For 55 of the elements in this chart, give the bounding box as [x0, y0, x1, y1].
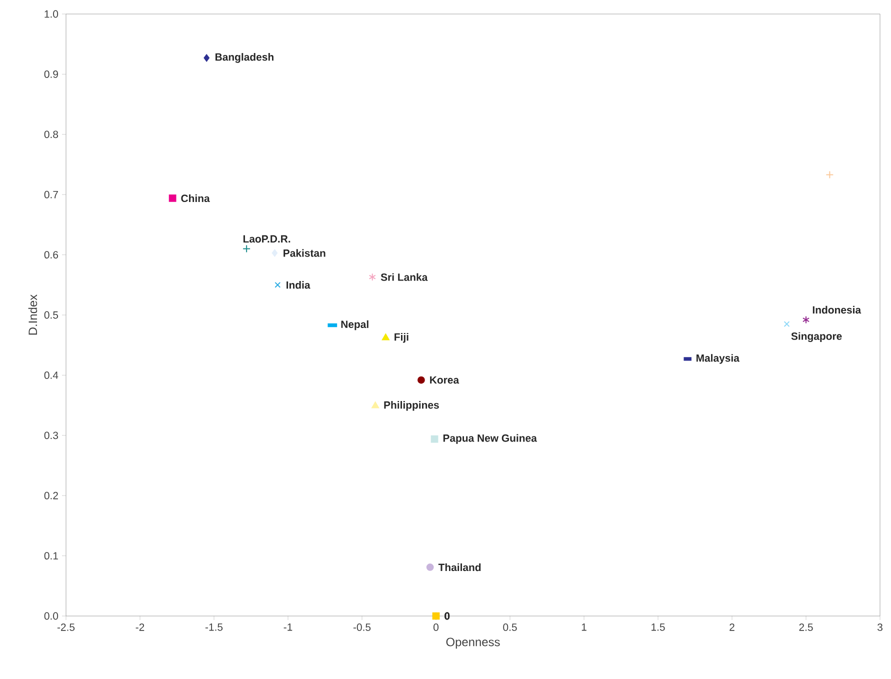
point [426, 564, 434, 571]
point [168, 194, 176, 202]
point [430, 435, 438, 443]
y-tick-label: 0.2 [44, 492, 58, 500]
point [784, 321, 790, 327]
x-tick-label: 0 [434, 624, 438, 631]
y-tick-label: 0.0 [44, 612, 58, 620]
y-tick-label: 0.1 [44, 552, 58, 560]
series-label: Singapore [791, 332, 842, 342]
x-tick-label: -2.5 [57, 624, 75, 631]
point [368, 273, 376, 282]
series-label: Bangladesh [216, 53, 274, 63]
series-label: Sri Lanka [380, 273, 428, 281]
series-label: Indonesia [812, 306, 862, 314]
series-label: Nepal [341, 320, 368, 330]
y-tick-label: 0.5 [44, 311, 58, 319]
point [372, 402, 380, 408]
series-label: LaoP.D.R. [243, 235, 290, 243]
point [242, 244, 251, 253]
y-tick-label: 1.0 [44, 10, 58, 18]
x-tick-label: -1 [284, 624, 292, 631]
series-label: India [286, 281, 310, 289]
series-label: Philippines [384, 401, 439, 411]
point [802, 316, 810, 324]
y-tick-label: 0.4 [44, 372, 58, 379]
x-tick-label: 0.5 [503, 624, 517, 631]
x-tick-label: -0.5 [353, 624, 371, 631]
series-label: Korea [430, 376, 460, 384]
series-label: Pakistan [284, 249, 326, 257]
x-axis-title: Openness [446, 638, 500, 649]
series-label: Papua New Guinea [443, 434, 537, 444]
y-axis-title: D.Index [28, 294, 38, 335]
point [418, 376, 425, 384]
point [204, 54, 210, 62]
point [382, 334, 390, 340]
series-label: Thailand [438, 563, 481, 572]
x-tick-label: -2 [136, 624, 144, 631]
x-tick-label: 2.5 [799, 624, 813, 631]
x-tick-label: -1.5 [205, 624, 223, 631]
point [826, 170, 834, 179]
series-label: Malaysia [696, 354, 740, 364]
point [274, 282, 281, 288]
point [272, 249, 278, 257]
series-label: 0 [444, 612, 450, 620]
y-tick-label: 0.8 [44, 130, 58, 138]
y-tick-label: 0.3 [44, 432, 58, 440]
y-tick-label: 0.6 [44, 251, 58, 259]
x-tick-label: 1 [582, 624, 586, 631]
x-tick-label: 1.5 [652, 624, 665, 631]
y-tick-label: 0.9 [44, 70, 58, 78]
x-tick-label: 2 [730, 624, 734, 631]
series-label: China [181, 194, 210, 202]
series-label: Fiji [394, 333, 408, 343]
x-tick-label: 3 [877, 624, 882, 631]
y-tick-label: 0.7 [44, 190, 58, 198]
